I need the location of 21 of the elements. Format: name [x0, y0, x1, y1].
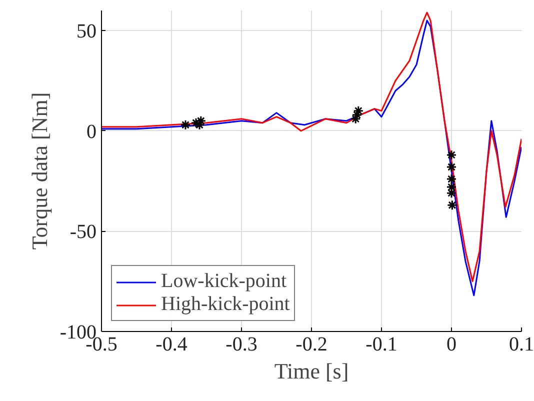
- point: [350, 114, 361, 124]
- x-tick-label: -0.3: [226, 334, 258, 356]
- y-tick-label: 50: [76, 20, 96, 43]
- y-tick-label: -50: [70, 221, 97, 244]
- y-axis-title: Torque data [Nm]: [26, 92, 52, 250]
- point: [446, 182, 457, 192]
- legend-label: Low-kick-point: [161, 270, 287, 293]
- point: [180, 120, 191, 130]
- x-tick-label: 0.1: [509, 334, 534, 356]
- point: [446, 162, 457, 172]
- x-tick-label: -0.4: [156, 334, 188, 356]
- y-tick-label: 0: [86, 120, 96, 143]
- point: [446, 200, 458, 210]
- point: [446, 174, 457, 184]
- x-tick-label: -0.1: [366, 334, 398, 356]
- x-axis-title: Time [s]: [274, 358, 349, 384]
- x-tick-label: 0: [446, 334, 456, 356]
- x-tick-label: -0.2: [296, 334, 328, 356]
- point: [446, 188, 457, 198]
- legend-label: High-kick-point: [161, 293, 290, 316]
- point: [446, 150, 457, 160]
